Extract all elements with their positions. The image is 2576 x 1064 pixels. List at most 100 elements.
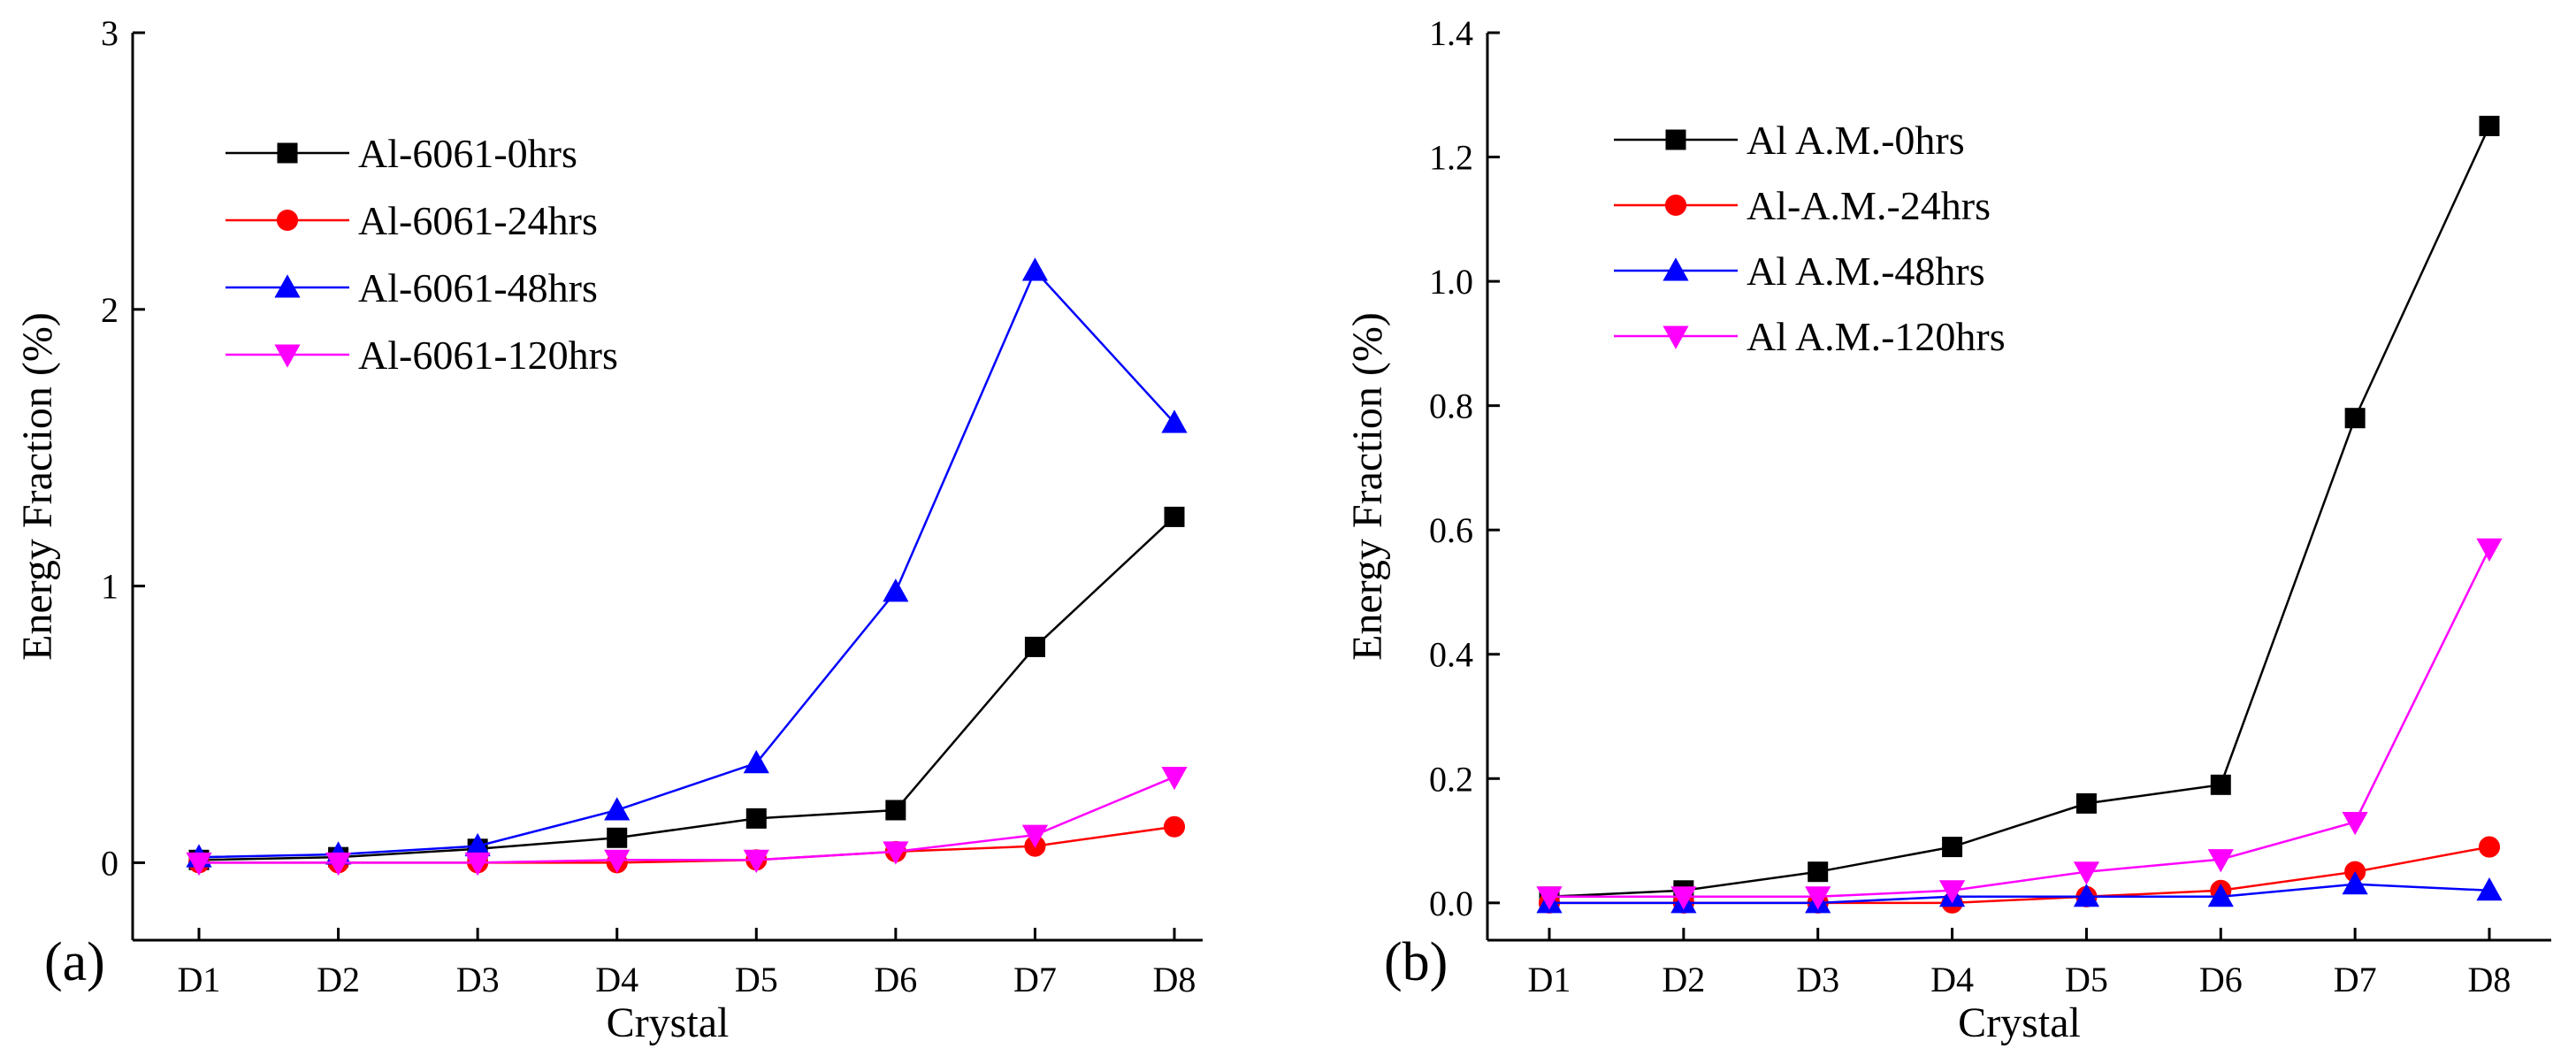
panel-a-legend-label: Al-6061-0hrs [358, 131, 577, 176]
panel-a-legend-label: Al-6061-120hrs [358, 333, 618, 378]
panel-b-x-tick-label: D7 [2334, 960, 2377, 999]
panel-b-data-point [2075, 792, 2097, 814]
panel-a-data-point [1024, 636, 1045, 657]
panel-b-data-point [1938, 880, 1966, 904]
panel-a-data-point [743, 849, 769, 874]
panel-b-legend-label: Al A.M.-120hrs [1747, 314, 2006, 359]
panel-b-y-tick-label: 0.8 [1429, 387, 1473, 426]
panel-b-x-tick-label: D5 [2065, 960, 2108, 999]
panel-a-x-axis-title: Crystal [607, 999, 730, 1046]
panel-b-data-point [1536, 886, 1563, 910]
panel-a-legend-marker [274, 274, 301, 298]
panel-b-legend-marker [1663, 325, 1689, 349]
panel-b-y-tick-label: 1.0 [1429, 262, 1473, 302]
panel-a-legend-entry: Al-6061-48hrs [225, 265, 598, 310]
panel-a-legend-marker [274, 344, 301, 368]
panel-a-y-tick-label: 3 [101, 13, 118, 53]
panel-a-legend-entry: Al-6061-0hrs [225, 131, 577, 176]
panel-b-series-line [1549, 547, 2491, 899]
panel-a-legend-marker [277, 142, 298, 164]
panel-a-data-point [464, 852, 491, 876]
panel-b-legend-entry: Al-A.M.-24hrs [1614, 183, 1991, 228]
panel-a-data-point [1021, 257, 1049, 281]
panel-a-legend-entry: Al-6061-120hrs [225, 333, 618, 378]
panel-a-series-line [198, 516, 1175, 861]
panel-a-x-tick-label: D3 [456, 960, 500, 999]
panel-a-data-point [1161, 410, 1188, 433]
panel-b-legend-entry: Al A.M.-0hrs [1614, 118, 1965, 163]
panel-b-legend-entry: Al A.M.-120hrs [1614, 314, 2006, 359]
panel-a-data-point [1021, 824, 1049, 848]
panel-a-data-point [883, 841, 909, 865]
panel-b-legend-label: Al-A.M.-24hrs [1747, 183, 1991, 228]
panel-b-x-axis-title: Crystal [1958, 999, 2081, 1046]
panel-b-legend-marker [1663, 257, 1689, 281]
panel-b-legend-entry: Al A.M.-48hrs [1614, 249, 1985, 294]
panel-b-data-point [2073, 884, 2100, 907]
panel-a-x-tick-label: D8 [1153, 960, 1196, 999]
panel-a-data-point [883, 578, 909, 602]
panel-a-y-tick-label: 1 [101, 567, 118, 607]
panel-b-data-point [2476, 877, 2503, 901]
panel-b-y-tick-label: 0.0 [1429, 884, 1473, 923]
panel-b-legend: Al A.M.-0hrs Al-A.M.-24hrs Al A.M.-48hrs Al… [1614, 118, 2006, 359]
panel-a-label: (a) [44, 932, 105, 992]
panel-a-data-point [607, 827, 628, 848]
panel-a-series-1 [188, 506, 1185, 870]
panel-a-series-4 [186, 766, 1188, 876]
panel-b-x-tick-label: D4 [1930, 960, 1974, 999]
panel-b-data-point [2073, 861, 2100, 885]
panel-a-data-point [885, 800, 906, 821]
panel-b-y-tick-label: 1.2 [1429, 138, 1473, 178]
panel-a-data-point [604, 797, 631, 821]
panel-a-data-point [1164, 506, 1185, 527]
panel-b-data-point [1805, 886, 1831, 910]
panel-a-legend-entry: Al-6061-24hrs [225, 198, 598, 243]
panel-a-y-tick-label: 0 [101, 843, 118, 883]
panel-a-data-point [743, 750, 769, 774]
panel-b-series-line [1549, 883, 2490, 905]
panel-b-series-line [1548, 125, 2491, 899]
panel-b-legend-label: Al A.M.-0hrs [1747, 118, 1965, 163]
panel-b-y-tick-label: 0.2 [1429, 759, 1473, 799]
panel-b-legend-marker [1665, 129, 1686, 150]
panel-a-data-point [745, 808, 767, 829]
panel-b-label: (b) [1384, 932, 1448, 992]
panel-b-data-point [1942, 837, 1963, 858]
panel-a-x-tick-label: D6 [874, 960, 917, 999]
panel-b-series-1 [1539, 115, 2500, 907]
panel-b-y-tick-label: 0.4 [1429, 635, 1473, 675]
panel-b-y-tick-label: 0.6 [1429, 510, 1473, 550]
panel-b-legend-marker [1664, 194, 1687, 217]
panel-b-y-tick-label: 1.4 [1429, 13, 1473, 53]
panel-b-y-axis-title: Energy Fraction (%) [1344, 312, 1391, 661]
panel-b-data-point [1670, 886, 1697, 910]
panel-b-x-tick-label: D6 [2199, 960, 2243, 999]
panel-b-data-point [2210, 774, 2231, 795]
panel-b-data-point [2207, 849, 2234, 873]
panel-b-data-point [2476, 538, 2503, 563]
panel-b-data-point [2342, 870, 2368, 895]
panel-a-series-line [198, 268, 1175, 859]
panel-b: 0.0 0.2 0.4 0.6 0.8 1.0 1.2 1.4 D1 D2 D3 D4 D5 D6 D7 D8… [1344, 13, 2551, 1046]
panel-a-series-line [199, 776, 1175, 864]
panel-a-y-axis-title: Energy Fraction (%) [14, 312, 61, 661]
panel-a-data-point [186, 852, 212, 876]
panel-b-data-point [1808, 861, 1829, 883]
panel-b-data-point [2342, 811, 2368, 836]
panel-a-x-tick-label: D5 [735, 960, 778, 999]
panel-a-x-tick-label: D1 [178, 960, 221, 999]
panel-a-x-tick-label: D7 [1013, 960, 1057, 999]
panel-b-x-tick-label: D2 [1662, 960, 1705, 999]
panel-b-x-tick-label: D8 [2468, 960, 2511, 999]
panel-b-legend-label: Al A.M.-48hrs [1747, 249, 1985, 294]
panel-b-data-point [2478, 836, 2501, 858]
panel-b-series-4 [1536, 538, 2503, 910]
panel-a-data-point [604, 849, 631, 874]
panel-b-x-tick-label: D3 [1796, 960, 1839, 999]
panel-a-data-point [1161, 766, 1188, 791]
panel-a-legend-label: Al-6061-48hrs [358, 265, 598, 310]
panel-a-legend-label: Al-6061-24hrs [358, 198, 598, 243]
panel-a-data-point [325, 852, 352, 876]
